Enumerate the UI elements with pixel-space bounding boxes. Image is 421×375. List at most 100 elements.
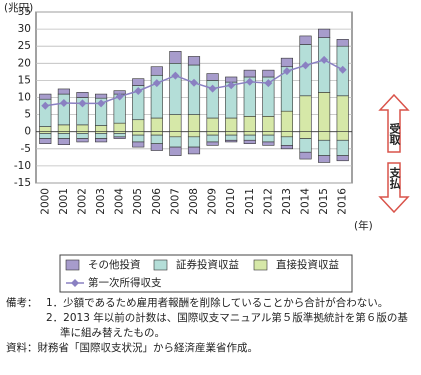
line-marker [134, 87, 143, 96]
x-tick-label: 2009 [207, 188, 219, 215]
x-tick-label: 2000 [39, 188, 51, 215]
line-marker [97, 99, 106, 108]
line-marker [264, 79, 273, 88]
bar-segment [169, 114, 182, 132]
legend-swatch [253, 259, 268, 271]
bar-segment [150, 117, 163, 132]
bar-segment [262, 69, 275, 78]
bar-segment [280, 110, 294, 133]
line-marker [115, 92, 124, 101]
legend-label: その他投資 [88, 258, 141, 271]
y-tick-label: 25 [18, 40, 31, 52]
annotation: 支払 [388, 166, 402, 190]
x-tick-label: 2004 [114, 188, 126, 215]
bar-segment [113, 133, 126, 138]
note-item: 2．2013 年以前の計数は、国際収支マニュアル第５版準拠統計を第６版の基準に組… [46, 312, 408, 339]
bar-segment [169, 136, 182, 148]
bar-segment [150, 143, 163, 151]
bar-segment [187, 131, 201, 138]
bar-segment [187, 64, 201, 115]
bar-segment [243, 134, 256, 141]
bar-segment [262, 131, 275, 136]
bar-segment [318, 92, 331, 133]
bar-segment [57, 93, 70, 126]
x-tick-label: 2005 [132, 188, 144, 215]
bar-segment [299, 131, 312, 139]
note-item: 1．少額であるため雇用者報酬を削除していることから合計が合わない。 [46, 297, 389, 309]
bar-segment [280, 136, 294, 146]
bar-segment [262, 141, 275, 146]
x-tick-label: 2013 [281, 188, 293, 215]
bar-segment [299, 95, 312, 133]
bar-segment [206, 134, 219, 143]
bar-segment [113, 122, 126, 133]
bar-segment [243, 131, 256, 136]
bar-segment [76, 124, 89, 133]
bar-segment [206, 141, 219, 146]
bar-segment [318, 37, 331, 93]
bar-segment [187, 136, 201, 148]
line-marker [41, 101, 50, 110]
notes-label: 備考： [6, 297, 38, 309]
x-tick-label: 2007 [169, 188, 181, 215]
x-unit: (年) [354, 219, 373, 232]
bar-segment [336, 131, 349, 141]
bar-segment [206, 73, 219, 81]
bar-segment [336, 95, 349, 133]
bar-segment [318, 155, 331, 163]
line-marker [320, 55, 329, 64]
x-tick-label: 2014 [300, 188, 312, 215]
bar-segment [280, 145, 294, 150]
legend-label: 第一次所得収支 [88, 276, 162, 289]
y-tick-label: -10 [14, 160, 31, 172]
bar-segment [94, 93, 108, 99]
bar-segment [243, 139, 256, 144]
bar-segment [76, 138, 89, 143]
bar-segment [243, 116, 256, 132]
bar-segment [299, 138, 312, 153]
bar-segment [187, 114, 201, 132]
bar-segment [336, 39, 349, 47]
bar-segment [150, 134, 163, 144]
line-marker [78, 99, 87, 108]
y-tick-label: 0 [24, 126, 31, 138]
y-tick-label: 5 [24, 109, 31, 121]
x-tick-label: 2002 [76, 188, 88, 215]
y-tick-label: 10 [18, 92, 31, 104]
bar-segment [262, 134, 275, 143]
arrow-down [378, 162, 410, 214]
bar-segment [132, 134, 145, 143]
bar-segment [169, 51, 182, 64]
bar-segment [39, 93, 52, 100]
bar-segment [150, 66, 163, 76]
line-marker [227, 81, 236, 90]
bar-segment [76, 92, 89, 98]
x-tick-label: 2011 [244, 188, 256, 215]
bar-segment [336, 139, 349, 156]
bar-segment [132, 119, 145, 133]
legend-swatch [153, 259, 168, 271]
bar-segment [206, 131, 219, 136]
bar-segment [94, 125, 108, 132]
line-marker [282, 67, 291, 76]
line-marker [171, 71, 180, 80]
line-marker [338, 65, 347, 74]
annotation: 受取 [388, 122, 401, 146]
bar-segment [187, 56, 201, 66]
bar-segment [169, 146, 182, 156]
legend-label: 証券投資収益 [176, 258, 239, 271]
bar-segment [39, 138, 52, 144]
bar-segment [225, 117, 238, 132]
x-tick-label: 2001 [58, 188, 70, 215]
line-marker [245, 77, 254, 86]
line-marker [208, 84, 217, 93]
x-tick-label: 2016 [337, 188, 349, 215]
x-tick-label: 2003 [95, 188, 107, 215]
line-marker [152, 79, 161, 88]
line-marker [190, 78, 198, 87]
bar-segment [57, 133, 70, 139]
line-marker [59, 98, 68, 107]
bar-segment [318, 28, 331, 38]
bar-segment [299, 151, 312, 160]
